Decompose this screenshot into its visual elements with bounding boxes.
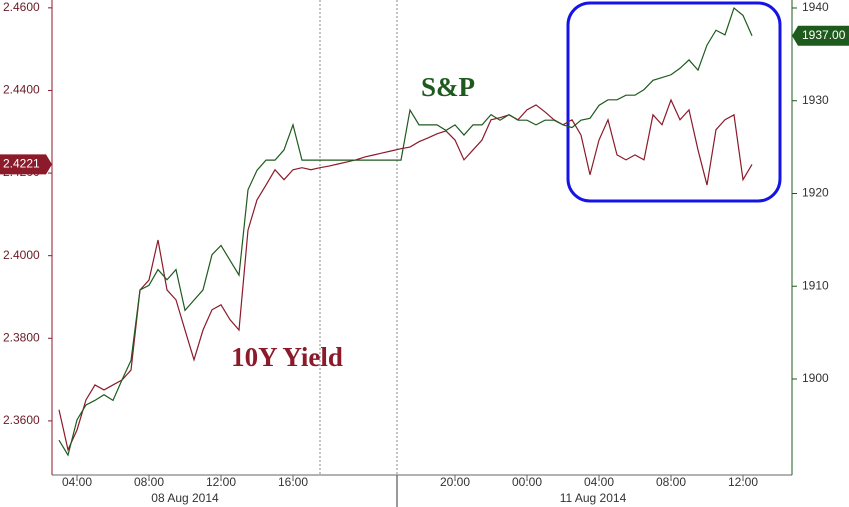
x-group-label: 08 Aug 2014: [151, 491, 219, 505]
last-value-tag: [0, 154, 52, 175]
y2-tick-label: 1920: [802, 186, 829, 200]
x-tick-label: 00:00: [512, 475, 542, 489]
last-value-label: 2.4221: [3, 157, 40, 171]
y-tick-label: 2.3800: [3, 330, 40, 344]
y2-tick-label: 1910: [802, 278, 829, 292]
x-tick-label: 08:00: [134, 475, 164, 489]
y-tick-label: 2.4400: [3, 83, 40, 97]
y-tick-label: 2.4600: [3, 0, 40, 14]
x-tick-label: 08:00: [656, 475, 686, 489]
highlight-box: [566, 1, 782, 203]
y-tick-label: 2.3600: [3, 413, 40, 427]
y2-tick-label: 1900: [802, 371, 829, 385]
x-tick-label: 12:00: [728, 475, 758, 489]
x-tick-label: 20:00: [440, 475, 470, 489]
x-tick-label: 16:00: [278, 475, 308, 489]
x-tick-label: 12:00: [206, 475, 236, 489]
x-group-label: 11 Aug 2014: [560, 491, 627, 505]
y2-tick-label: 1930: [802, 93, 829, 107]
x-tick-label: 04:00: [62, 475, 92, 489]
last-value-label: 1937.00: [802, 28, 846, 42]
series-name: 10Y Yield: [231, 342, 343, 372]
series-line: [58, 98, 753, 452]
series-line: [58, 6, 753, 457]
y2-tick-label: 1940: [802, 0, 829, 14]
x-tick-label: 04:00: [584, 475, 614, 489]
last-value-tag: [792, 25, 849, 46]
y-tick-label: 2.4000: [3, 248, 40, 262]
series-name: S&P: [421, 72, 475, 102]
